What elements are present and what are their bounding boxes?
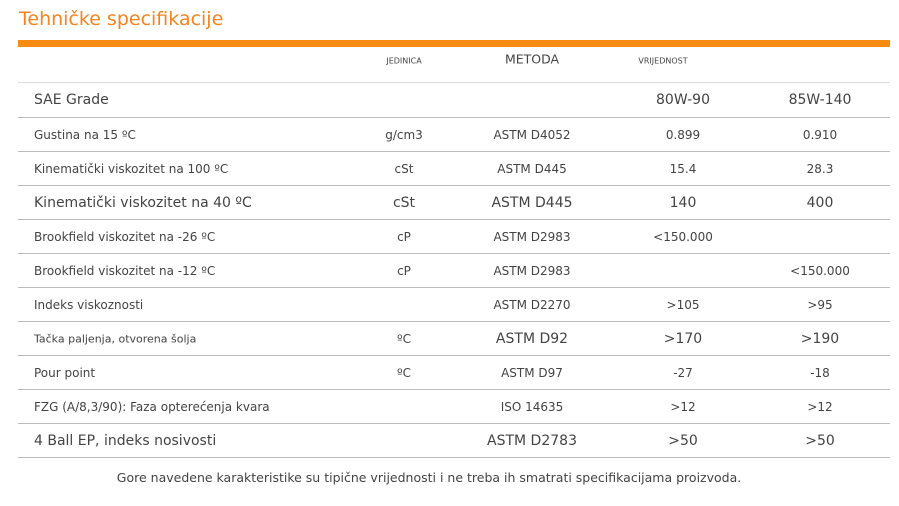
- row-value-2: 28.3: [806, 161, 834, 176]
- table-row: Indeks viskoznosti ASTM D2270 >105 >95: [18, 288, 890, 322]
- row-unit: cSt: [392, 194, 416, 211]
- row-unit: ºC: [396, 331, 412, 346]
- row-value-1: 15.4: [669, 161, 697, 176]
- row-name: FZG (A/8,3/90): Faza opterećenja kvara: [34, 399, 270, 414]
- row-name: Pour point: [34, 365, 96, 380]
- row-value-1: 0.899: [665, 127, 701, 142]
- row-value-2: 400: [806, 194, 834, 211]
- table-row: Kinematički viskozitet na 40 ºC cSt ASTM D…: [18, 186, 890, 220]
- row-method: ASTM D97: [501, 365, 563, 380]
- grade-label: SAE Grade: [34, 92, 109, 108]
- row-value-1: >105: [666, 297, 700, 312]
- row-value-2: >50: [805, 432, 835, 449]
- row-value-1: <150.000: [653, 229, 713, 244]
- row-name: Brookfield viskozitet na -26 ºC: [34, 229, 216, 244]
- row-value-2: 0.910: [802, 127, 838, 142]
- row-unit: cP: [397, 229, 411, 244]
- row-method: ASTM D4052: [493, 127, 571, 142]
- header-value: VRIJEDNOST: [638, 56, 688, 66]
- row-name: Indeks viskoznosti: [34, 297, 144, 312]
- row-unit: ºC: [396, 365, 412, 380]
- table-row: Pour point ºC ASTM D97 -27 -18: [18, 356, 890, 390]
- table-header: JEDINICA METODA VRIJEDNOST: [18, 47, 890, 83]
- table-row: Brookfield viskozitet na -26 ºC cP ASTM D2…: [18, 220, 890, 254]
- row-name: Tačka paljenja, otvorena šolja: [34, 332, 197, 345]
- row-name: Brookfield viskozitet na -12 ºC: [34, 263, 216, 278]
- row-unit: cSt: [394, 161, 414, 176]
- header-method: METODA: [504, 51, 560, 67]
- row-value-1: >12: [670, 399, 696, 414]
- page-title: Tehničke specifikacije: [19, 8, 224, 30]
- header-unit: JEDINICA: [386, 56, 422, 66]
- row-name: Kinematički viskozitet na 40 ºC: [34, 194, 252, 211]
- row-method: ASTM D2983: [493, 229, 571, 244]
- grade-1: 80W-90: [656, 92, 710, 108]
- row-unit: g/cm3: [385, 127, 423, 142]
- row-value-1: 140: [669, 194, 697, 211]
- row-value-2: >190: [800, 330, 840, 347]
- table-row: Brookfield viskozitet na -12 ºC cP ASTM D2…: [18, 254, 890, 288]
- row-method: ASTM D445: [491, 194, 573, 211]
- row-method: ASTM D92: [495, 330, 569, 347]
- grade-2: 85W-140: [788, 92, 852, 108]
- footnote: Gore navedene karakteristike su tipične …: [116, 470, 742, 485]
- row-name: 4 Ball EP, indeks nosivosti: [34, 432, 217, 449]
- row-method: ASTM D2783: [487, 432, 577, 449]
- row-value-1: -27: [673, 365, 693, 380]
- table-row: Tačka paljenja, otvorena šolja ºC ASTM D92…: [18, 322, 890, 356]
- row-value-2: -18: [810, 365, 830, 380]
- accent-bar: [18, 40, 890, 47]
- grade-row: SAE Grade 80W-90 85W-140: [18, 83, 890, 118]
- row-value-2: >12: [807, 399, 833, 414]
- table-row: 4 Ball EP, indeks nosivosti ASTM D2783 >50…: [18, 424, 890, 458]
- table-row: Kinematički viskozitet na 100 ºC cSt ASTM …: [18, 152, 890, 186]
- row-value-2: >95: [807, 297, 833, 312]
- row-method: ASTM D445: [497, 161, 567, 176]
- row-name: Kinematički viskozitet na 100 ºC: [34, 161, 229, 176]
- row-unit: cP: [397, 263, 411, 278]
- row-value-2: <150.000: [790, 263, 850, 278]
- row-method: ASTM D2270: [493, 297, 571, 312]
- table-row: FZG (A/8,3/90): Faza opterećenja kvara IS…: [18, 390, 890, 424]
- row-method: ISO 14635: [500, 399, 564, 414]
- row-value-1: >170: [663, 330, 703, 347]
- row-method: ASTM D2983: [493, 263, 571, 278]
- row-name: Gustina na 15 ºC: [34, 127, 136, 142]
- row-value-1: >50: [668, 432, 698, 449]
- table-row: Gustina na 15 ºC g/cm3 ASTM D4052 0.899 0.91…: [18, 118, 890, 152]
